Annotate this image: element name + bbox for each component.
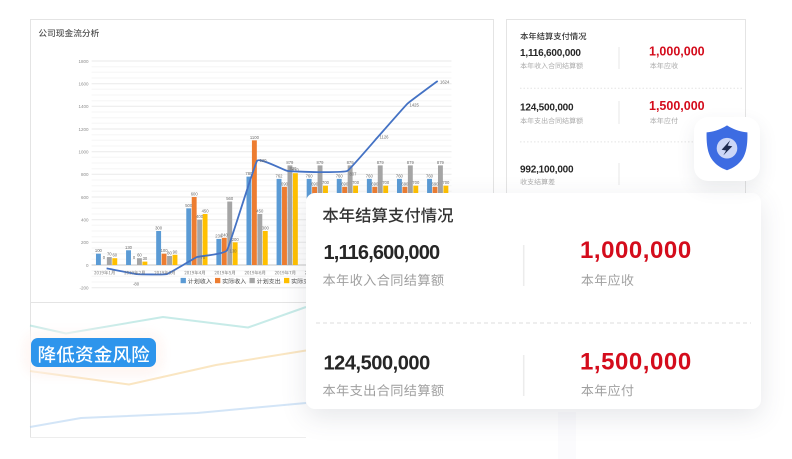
svg-text:1425: 1425 [410, 103, 420, 108]
svg-text:762: 762 [276, 173, 284, 178]
svg-text:300: 300 [155, 226, 163, 231]
svg-text:690: 690 [401, 181, 409, 186]
svg-text:1,500,000: 1,500,000 [649, 99, 705, 113]
svg-text:1200: 1200 [78, 127, 89, 132]
svg-text:1600: 1600 [78, 82, 89, 87]
svg-text:60: 60 [112, 253, 117, 258]
svg-text:130: 130 [125, 245, 133, 250]
svg-text:879: 879 [437, 160, 445, 165]
svg-text:760: 760 [366, 173, 374, 178]
svg-text:879: 879 [407, 160, 415, 165]
svg-text:1100: 1100 [250, 135, 260, 140]
svg-text:1126: 1126 [380, 135, 390, 140]
svg-text:1000: 1000 [78, 150, 89, 155]
svg-text:450: 450 [202, 209, 210, 214]
svg-text:760: 760 [336, 173, 344, 178]
svg-text:1400: 1400 [78, 104, 89, 109]
svg-text:810: 810 [292, 168, 300, 173]
svg-text:700: 700 [412, 180, 420, 185]
svg-text:124,500,000: 124,500,000 [520, 103, 574, 114]
svg-text:760: 760 [396, 173, 404, 178]
svg-text:1,000,000: 1,000,000 [580, 237, 692, 264]
svg-text:130: 130 [230, 249, 238, 254]
svg-text:400: 400 [196, 214, 204, 219]
svg-text:300: 300 [262, 226, 270, 231]
svg-text:60: 60 [137, 253, 142, 258]
svg-text:600: 600 [81, 195, 89, 200]
svg-text:450: 450 [256, 209, 264, 214]
svg-text:80: 80 [167, 250, 172, 255]
svg-text:992,100,000: 992,100,000 [520, 164, 574, 175]
svg-text:400: 400 [81, 218, 89, 223]
svg-text:100: 100 [161, 248, 169, 253]
svg-text:200: 200 [232, 237, 240, 242]
svg-text:0: 0 [103, 255, 106, 260]
svg-text:1800: 1800 [78, 59, 89, 64]
svg-text:690: 690 [371, 181, 379, 186]
svg-text:1,500,000: 1,500,000 [580, 349, 692, 376]
svg-text:690: 690 [341, 181, 349, 186]
svg-text:200: 200 [81, 240, 89, 245]
svg-text:690: 690 [281, 181, 289, 186]
svg-text:800: 800 [81, 172, 89, 177]
svg-text:70: 70 [201, 255, 206, 260]
svg-text:560: 560 [226, 196, 234, 201]
svg-text:700: 700 [442, 180, 450, 185]
svg-text:1624: 1624 [440, 80, 450, 85]
svg-text:879: 879 [286, 160, 294, 165]
svg-text:90: 90 [173, 249, 178, 254]
svg-text:230: 230 [215, 233, 223, 238]
svg-text:500: 500 [185, 203, 193, 208]
svg-text:124,500,000: 124,500,000 [324, 353, 431, 375]
svg-text:879: 879 [347, 160, 355, 165]
svg-text:920: 920 [260, 158, 268, 163]
svg-text:600: 600 [191, 192, 199, 197]
svg-text:1,116,600,000: 1,116,600,000 [324, 242, 440, 264]
svg-text:1,000,000: 1,000,000 [649, 45, 705, 59]
svg-text:700: 700 [352, 180, 360, 185]
svg-text:1,116,600,000: 1,116,600,000 [520, 48, 581, 59]
svg-text:0: 0 [86, 263, 89, 268]
svg-text:700: 700 [322, 180, 330, 185]
svg-text:690: 690 [432, 181, 440, 186]
svg-text:690: 690 [311, 181, 319, 186]
svg-text:760: 760 [426, 173, 434, 178]
svg-text:879: 879 [317, 160, 325, 165]
svg-text:-200: -200 [79, 286, 89, 291]
svg-text:240: 240 [221, 232, 229, 237]
svg-text:820: 820 [290, 166, 298, 171]
svg-text:100: 100 [95, 248, 103, 253]
svg-text:0: 0 [133, 255, 136, 260]
svg-text:-80: -80 [133, 282, 140, 287]
svg-text:30: 30 [143, 256, 148, 261]
svg-text:879: 879 [377, 160, 385, 165]
svg-text:70: 70 [107, 252, 112, 257]
svg-text:807: 807 [350, 172, 358, 177]
svg-text:760: 760 [306, 173, 314, 178]
svg-text:780: 780 [245, 171, 253, 176]
svg-text:700: 700 [382, 180, 390, 185]
